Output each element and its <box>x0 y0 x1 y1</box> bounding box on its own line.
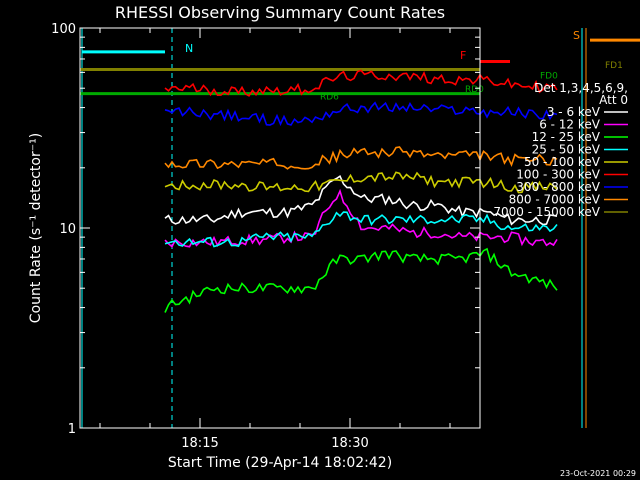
series-6 <box>164 101 558 127</box>
legend-label: 25 - 50 keV <box>532 143 601 157</box>
y-tick-label: 100 <box>51 22 76 37</box>
legend-label: 50 - 100 keV <box>524 155 601 169</box>
series-5 <box>164 69 558 97</box>
series-1 <box>164 188 558 248</box>
series-trace <box>164 69 558 97</box>
annotation-fd0: FD0 <box>540 71 558 81</box>
series-trace <box>164 211 558 248</box>
legend-label: 100 - 300 keV <box>516 168 600 182</box>
chart-title: RHESSI Observing Summary Count Rates <box>115 3 445 22</box>
series-2 <box>164 247 558 313</box>
legend-label: 7000 - 15000 keV <box>493 205 600 219</box>
annotation-fd1: FD1 <box>605 61 623 71</box>
y-axis-label: Count Rate (s⁻¹ detector⁻¹) <box>28 133 44 323</box>
series-trace <box>164 247 558 313</box>
y-tick-label: 10 <box>59 222 76 237</box>
legend-header-1: Det 1,3,4,5,6,9, <box>534 81 628 95</box>
x-tick-label: 18:30 <box>331 436 368 451</box>
legend-label: 3 - 6 keV <box>547 105 601 119</box>
date-stamp: 23-Oct-2021 00:29 <box>560 469 636 478</box>
x-tick-label: 18:15 <box>181 436 218 451</box>
annotation-n: N <box>185 42 193 55</box>
legend-label: 800 - 7000 keV <box>509 193 601 207</box>
annotation-s: S <box>573 29 580 42</box>
series-trace <box>164 101 558 127</box>
series-0 <box>164 175 558 226</box>
series-trace <box>164 175 558 226</box>
series-3 <box>164 211 558 248</box>
legend-label: 300 - 800 keV <box>516 180 600 194</box>
series-trace <box>164 146 558 170</box>
series-trace <box>164 171 558 194</box>
annotation-f: F <box>460 49 466 62</box>
plot-area: N F S FD1 RD6 RD0 FD0 <box>80 28 640 428</box>
legend-label: 12 - 25 keV <box>532 130 601 144</box>
plot-frame <box>79 27 481 429</box>
legend-label: 6 - 12 keV <box>539 118 601 132</box>
y-tick-label: 1 <box>68 422 76 437</box>
series-trace <box>164 188 558 248</box>
x-axis-label: Start Time (29-Apr-14 18:02:42) <box>168 455 392 471</box>
axes: 18:15 18:30 1 10 100 <box>51 22 481 451</box>
annotation-rd0: RD0 <box>465 85 484 95</box>
annotation-rd6: RD6 <box>320 92 339 102</box>
series-7 <box>164 146 558 170</box>
legend-header-2: Att 0 <box>599 93 628 107</box>
series-4 <box>164 171 558 194</box>
